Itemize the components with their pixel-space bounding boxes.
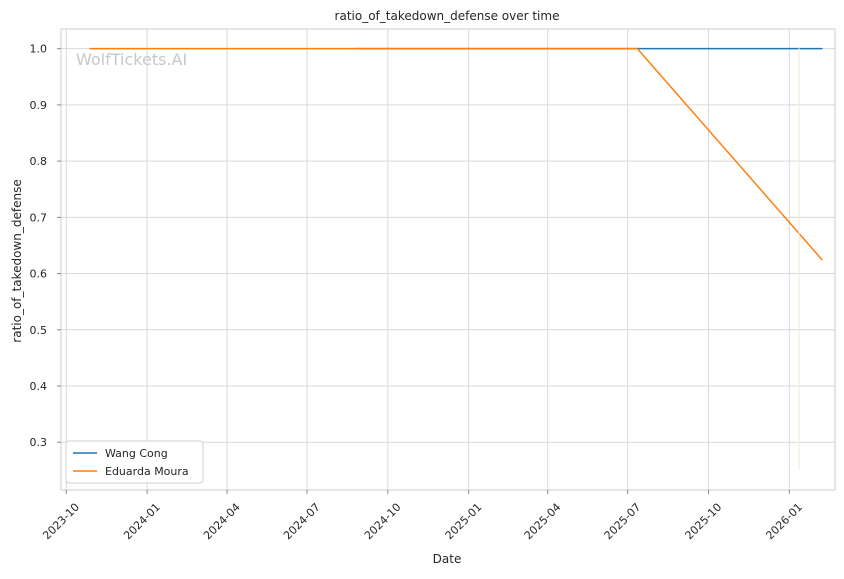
series-lines: [89, 47, 823, 261]
legend-label-eduarda-moura: Eduarda Moura: [105, 465, 189, 478]
x-tick-label: 2024-01: [121, 501, 163, 543]
y-axis-ticks: 0.3 0.4 0.5 0.6 0.7 0.8 0.9 1.0: [30, 43, 61, 449]
legend: Wang Cong Eduarda Moura: [65, 440, 204, 484]
legend-label-wang-cong: Wang Cong: [105, 447, 168, 460]
grid-lines: [61, 29, 835, 490]
x-tick-label: 2024-07: [281, 501, 323, 543]
chart-title: ratio_of_takedown_defense over time: [335, 9, 560, 23]
x-tick-label: 2024-10: [362, 501, 404, 543]
y-tick-label: 0.9: [30, 99, 48, 112]
y-tick-label: 0.4: [30, 380, 48, 393]
x-tick-label: 2024-04: [201, 501, 243, 543]
x-axis-label: Date: [433, 552, 462, 566]
y-tick-label: 0.3: [30, 436, 48, 449]
y-tick-label: 0.6: [30, 268, 48, 281]
x-axis-ticks: 2023-10 2024-01 2024-04 2024-07 2024-10 2025-…: [40, 490, 805, 542]
watermark-text: WolfTickets.AI: [76, 50, 187, 69]
y-tick-label: 0.7: [30, 211, 48, 224]
series-line-eduarda-moura: [89, 47, 823, 261]
legend-box: [65, 440, 204, 484]
x-tick-label: 2025-07: [602, 501, 644, 543]
y-axis-label: ratio_of_takedown_defense: [10, 179, 24, 342]
x-tick-label: 2023-10: [40, 501, 82, 543]
y-tick-label: 1.0: [30, 43, 48, 56]
x-tick-label: 2025-10: [683, 501, 725, 543]
x-tick-label: 2025-04: [522, 501, 564, 543]
x-tick-label: 2026-01: [763, 501, 805, 543]
y-tick-label: 0.5: [30, 324, 48, 337]
plot-area-frame: [60, 28, 836, 491]
y-tick-label: 0.8: [30, 155, 48, 168]
x-tick-label: 2025-01: [443, 501, 485, 543]
